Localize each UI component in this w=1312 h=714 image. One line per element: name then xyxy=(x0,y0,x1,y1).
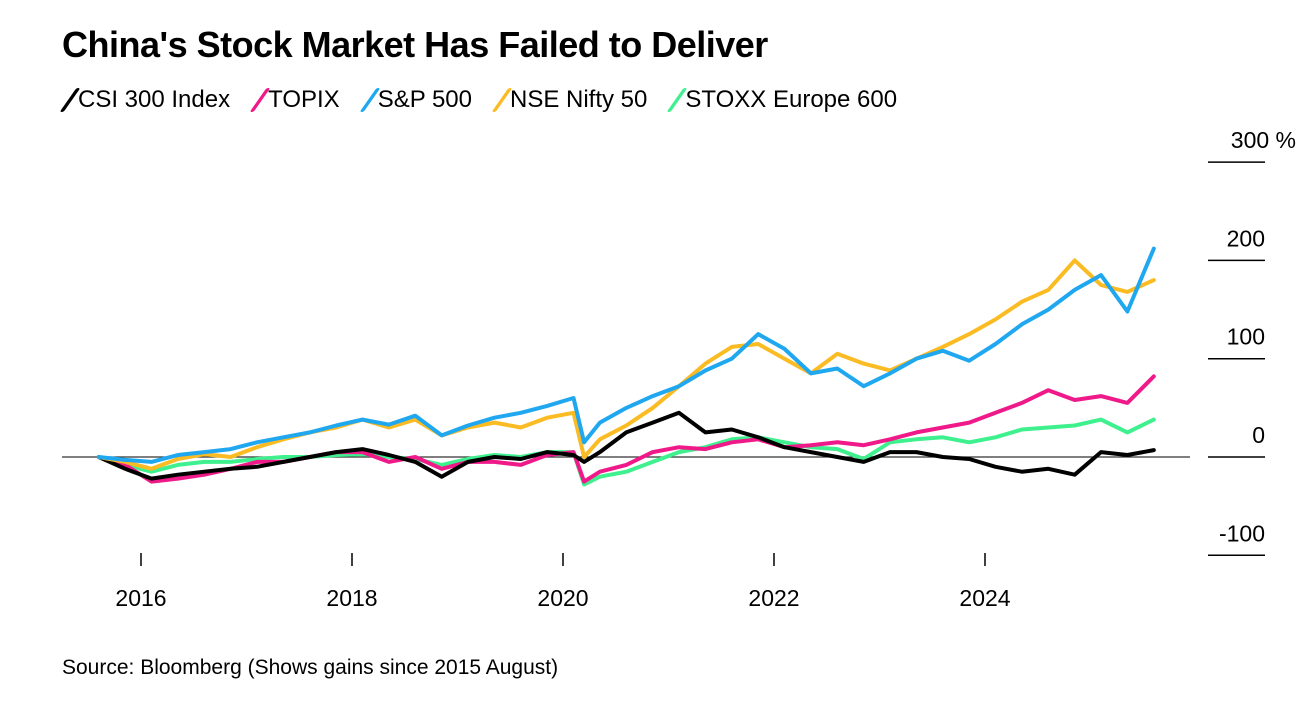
series-line-s-p-500 xyxy=(96,246,1156,464)
y-tick-label: 300 % xyxy=(1231,127,1296,153)
x-tick-label: 2024 xyxy=(959,585,1010,611)
legend-item-stoxx600: STOXX Europe 600 xyxy=(666,86,898,114)
y-tick-label: 0 xyxy=(1252,422,1265,448)
legend-item-topix: TOPIX xyxy=(249,86,340,114)
x-tick-label: 2018 xyxy=(326,585,377,611)
chart-title: China's Stock Market Has Failed to Deliv… xyxy=(62,24,768,65)
legend-label: NSE Nifty 50 xyxy=(510,86,648,113)
legend-label: CSI 300 Index xyxy=(78,86,231,113)
legend-label: TOPIX xyxy=(268,86,340,113)
legend-item-sp500: S&P 500 xyxy=(359,86,472,114)
legend-item-csi300: CSI 300 Index xyxy=(59,86,231,114)
x-tick-label: 2020 xyxy=(537,585,588,611)
legend-item-nifty50: NSE Nifty 50 xyxy=(491,86,648,114)
x-tick-label: 2016 xyxy=(115,585,166,611)
y-tick-label: -100 xyxy=(1219,520,1265,546)
legend-label: S&P 500 xyxy=(377,86,472,113)
x-tick-label: 2022 xyxy=(748,585,799,611)
series-line-nse-nifty-50 xyxy=(96,258,1156,471)
y-tick-label: 200 xyxy=(1227,225,1265,251)
legend-label: STOXX Europe 600 xyxy=(685,86,898,113)
series-line-csi-300-index xyxy=(96,410,1156,481)
y-tick-label: 100 xyxy=(1227,324,1265,350)
source-note: Source: Bloomberg (Shows gains since 201… xyxy=(62,656,559,679)
legend: CSI 300 Index TOPIX S&P 500 NSE Nifty 50… xyxy=(59,86,898,114)
series-line-stoxx-europe-600 xyxy=(96,417,1156,487)
